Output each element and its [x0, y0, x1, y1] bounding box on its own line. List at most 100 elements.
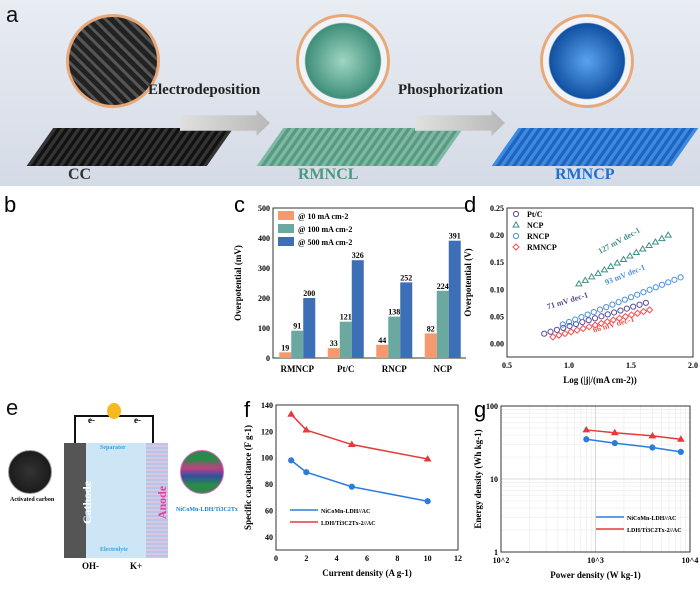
anode-label: Anode	[155, 485, 170, 520]
data-point	[587, 272, 596, 280]
cathode-label: Cathode	[80, 480, 95, 525]
data-point	[579, 319, 586, 326]
data-point	[657, 234, 666, 242]
x-tick-label: 10	[424, 554, 432, 563]
data-point	[555, 331, 563, 339]
data-point	[677, 448, 684, 456]
y-tick-label: 0.15	[490, 258, 504, 267]
rmncp-flower-zoom	[540, 14, 634, 108]
data-point	[581, 276, 590, 283]
y-tick-label: 400	[258, 234, 270, 243]
circuit-wire	[74, 415, 154, 445]
rmncl-illustration	[256, 128, 464, 166]
data-point	[627, 294, 635, 301]
data-point	[603, 304, 610, 311]
legend-marker	[512, 243, 520, 251]
data-point	[303, 469, 310, 476]
x-tick-label: 10^4	[682, 556, 699, 565]
panel-a-synthesis-scheme: a Electrodeposition Phosphorization CC R…	[0, 0, 700, 186]
data-point	[648, 431, 657, 439]
legend-label: @ 10 mA cm-2	[298, 212, 348, 221]
series-line	[290, 459, 428, 502]
data-point	[578, 313, 585, 321]
rmncp-illustration	[491, 128, 699, 166]
x-tick-label: 10^3	[587, 556, 604, 565]
y-axis-label: Overpotential (mV)	[233, 245, 243, 321]
x-tick-label: 10^2	[493, 556, 510, 565]
legend-label: @ 100 mA cm-2	[298, 225, 352, 234]
data-point	[594, 269, 602, 276]
y-tick-label: 0	[266, 354, 270, 363]
bar-value-label: 33	[330, 339, 338, 348]
panel-e-device-schematic: e e- e- Cathode Anode Separator Electrol…	[0, 395, 240, 584]
legend-swatch	[278, 237, 294, 246]
data-point	[547, 328, 554, 335]
bar	[400, 282, 413, 358]
data-point	[347, 440, 356, 448]
bar	[436, 290, 449, 358]
data-point	[611, 309, 618, 316]
panel-label: e	[6, 395, 19, 420]
data-point	[626, 252, 634, 259]
oh-ion-legend: OH-	[82, 561, 99, 571]
panel-b-lsv-chart: b-0.6-0.5-0.4-0.3-0.2-0.10.00-200-400Pot…	[0, 190, 236, 575]
data-point	[582, 425, 591, 433]
x-axis-label: Power density (W kg-1)	[550, 570, 640, 580]
bar-value-label: 200	[303, 289, 315, 298]
data-point	[658, 281, 666, 288]
y-axis-label: Energy density (Wh kg-1)	[473, 429, 483, 528]
material-label: RMNCP	[555, 166, 615, 183]
x-tick-label: 1.0	[564, 361, 574, 370]
electron-label: e-	[134, 415, 141, 425]
data-point	[638, 245, 647, 252]
legend-swatch	[278, 211, 294, 220]
x-tick-label: 0.5	[502, 361, 512, 370]
series-line	[290, 413, 428, 460]
data-point	[598, 313, 605, 320]
bar-value-label: 82	[427, 324, 435, 333]
panel-c-overpotential-chart: c 0 100 200 300 400 500 Overpotential (mV) RMNCP…	[230, 190, 468, 390]
bar	[448, 240, 461, 358]
legend-label: Pt/C	[527, 210, 543, 219]
bar-value-label: 224	[437, 282, 449, 291]
data-point	[645, 241, 653, 249]
slope-annotation: 93 mV dec-1	[604, 263, 647, 287]
data-point	[676, 435, 685, 442]
data-point	[610, 428, 619, 436]
bar	[339, 321, 352, 358]
legend-label: NCP	[527, 221, 544, 230]
data-point	[630, 303, 637, 310]
data-point	[566, 322, 573, 330]
panel-label: b	[4, 192, 16, 217]
rmncl-flower-zoom	[296, 14, 390, 108]
panel-d-tafel-chart: d 0.5 1.0 1.5 2.0 0.00 0.05 0.10 0.15 0.20 0.25 Log…	[460, 190, 700, 390]
series-line	[586, 438, 681, 453]
x-axis-label: Current density (A g-1)	[322, 568, 412, 578]
data-point	[646, 286, 653, 293]
electron-label: e-	[88, 415, 95, 425]
legend-label: NiCoMn-LDH//AC	[627, 516, 676, 522]
data-point	[541, 330, 548, 337]
data-point	[604, 311, 611, 318]
data-point	[619, 255, 628, 262]
electrolyte-label: Electrolyte	[100, 547, 128, 553]
data-point	[584, 311, 591, 318]
activated-carbon-label: Activated carbon	[10, 497, 55, 503]
series-line	[586, 429, 681, 441]
bar	[303, 298, 316, 358]
y-tick-label: 300	[258, 264, 270, 273]
data-point	[609, 316, 618, 324]
carbon-fiber-zoom	[66, 14, 160, 108]
data-point	[615, 299, 622, 306]
data-point	[302, 426, 311, 433]
y-tick-label: 140	[261, 401, 273, 410]
k-ion-legend: K+	[130, 561, 143, 571]
data-point	[585, 317, 592, 324]
bar-value-label: 121	[340, 313, 352, 322]
x-tick-label: 1.5	[626, 361, 636, 370]
panel-label: f	[244, 397, 251, 422]
data-point	[287, 410, 296, 417]
y-tick-label: 0.10	[490, 285, 504, 294]
data-point	[597, 319, 605, 328]
ldh-structure-image	[180, 450, 224, 494]
